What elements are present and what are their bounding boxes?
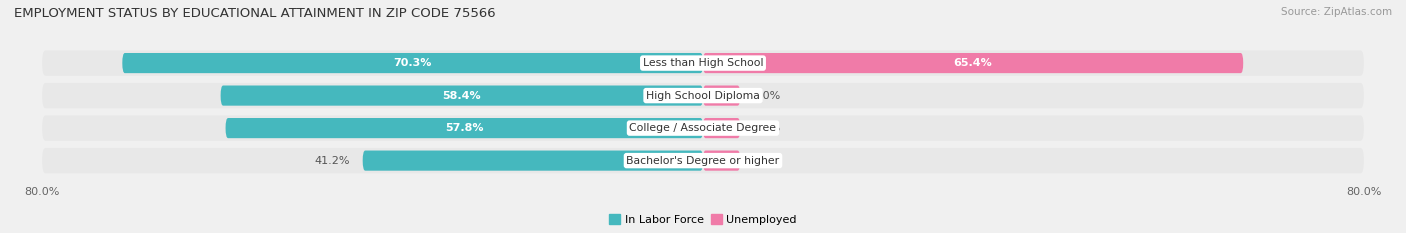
FancyBboxPatch shape — [703, 53, 1243, 73]
FancyBboxPatch shape — [221, 86, 703, 106]
Text: 0.0%: 0.0% — [752, 156, 780, 166]
Text: 0.0%: 0.0% — [752, 123, 780, 133]
FancyBboxPatch shape — [703, 151, 740, 171]
Text: EMPLOYMENT STATUS BY EDUCATIONAL ATTAINMENT IN ZIP CODE 75566: EMPLOYMENT STATUS BY EDUCATIONAL ATTAINM… — [14, 7, 496, 20]
FancyBboxPatch shape — [703, 118, 740, 138]
Text: 70.3%: 70.3% — [394, 58, 432, 68]
FancyBboxPatch shape — [42, 50, 1364, 76]
Text: 65.4%: 65.4% — [953, 58, 993, 68]
FancyBboxPatch shape — [122, 53, 703, 73]
FancyBboxPatch shape — [225, 118, 703, 138]
FancyBboxPatch shape — [42, 83, 1364, 108]
FancyBboxPatch shape — [42, 148, 1364, 173]
FancyBboxPatch shape — [363, 151, 703, 171]
Text: College / Associate Degree: College / Associate Degree — [630, 123, 776, 133]
FancyBboxPatch shape — [703, 86, 740, 106]
Text: High School Diploma: High School Diploma — [647, 91, 759, 101]
Text: 41.2%: 41.2% — [315, 156, 350, 166]
Text: Bachelor's Degree or higher: Bachelor's Degree or higher — [627, 156, 779, 166]
Text: 0.0%: 0.0% — [752, 91, 780, 101]
Legend: In Labor Force, Unemployed: In Labor Force, Unemployed — [605, 210, 801, 229]
Text: Less than High School: Less than High School — [643, 58, 763, 68]
FancyBboxPatch shape — [42, 115, 1364, 141]
Text: 58.4%: 58.4% — [443, 91, 481, 101]
Text: Source: ZipAtlas.com: Source: ZipAtlas.com — [1281, 7, 1392, 17]
Text: 57.8%: 57.8% — [446, 123, 484, 133]
